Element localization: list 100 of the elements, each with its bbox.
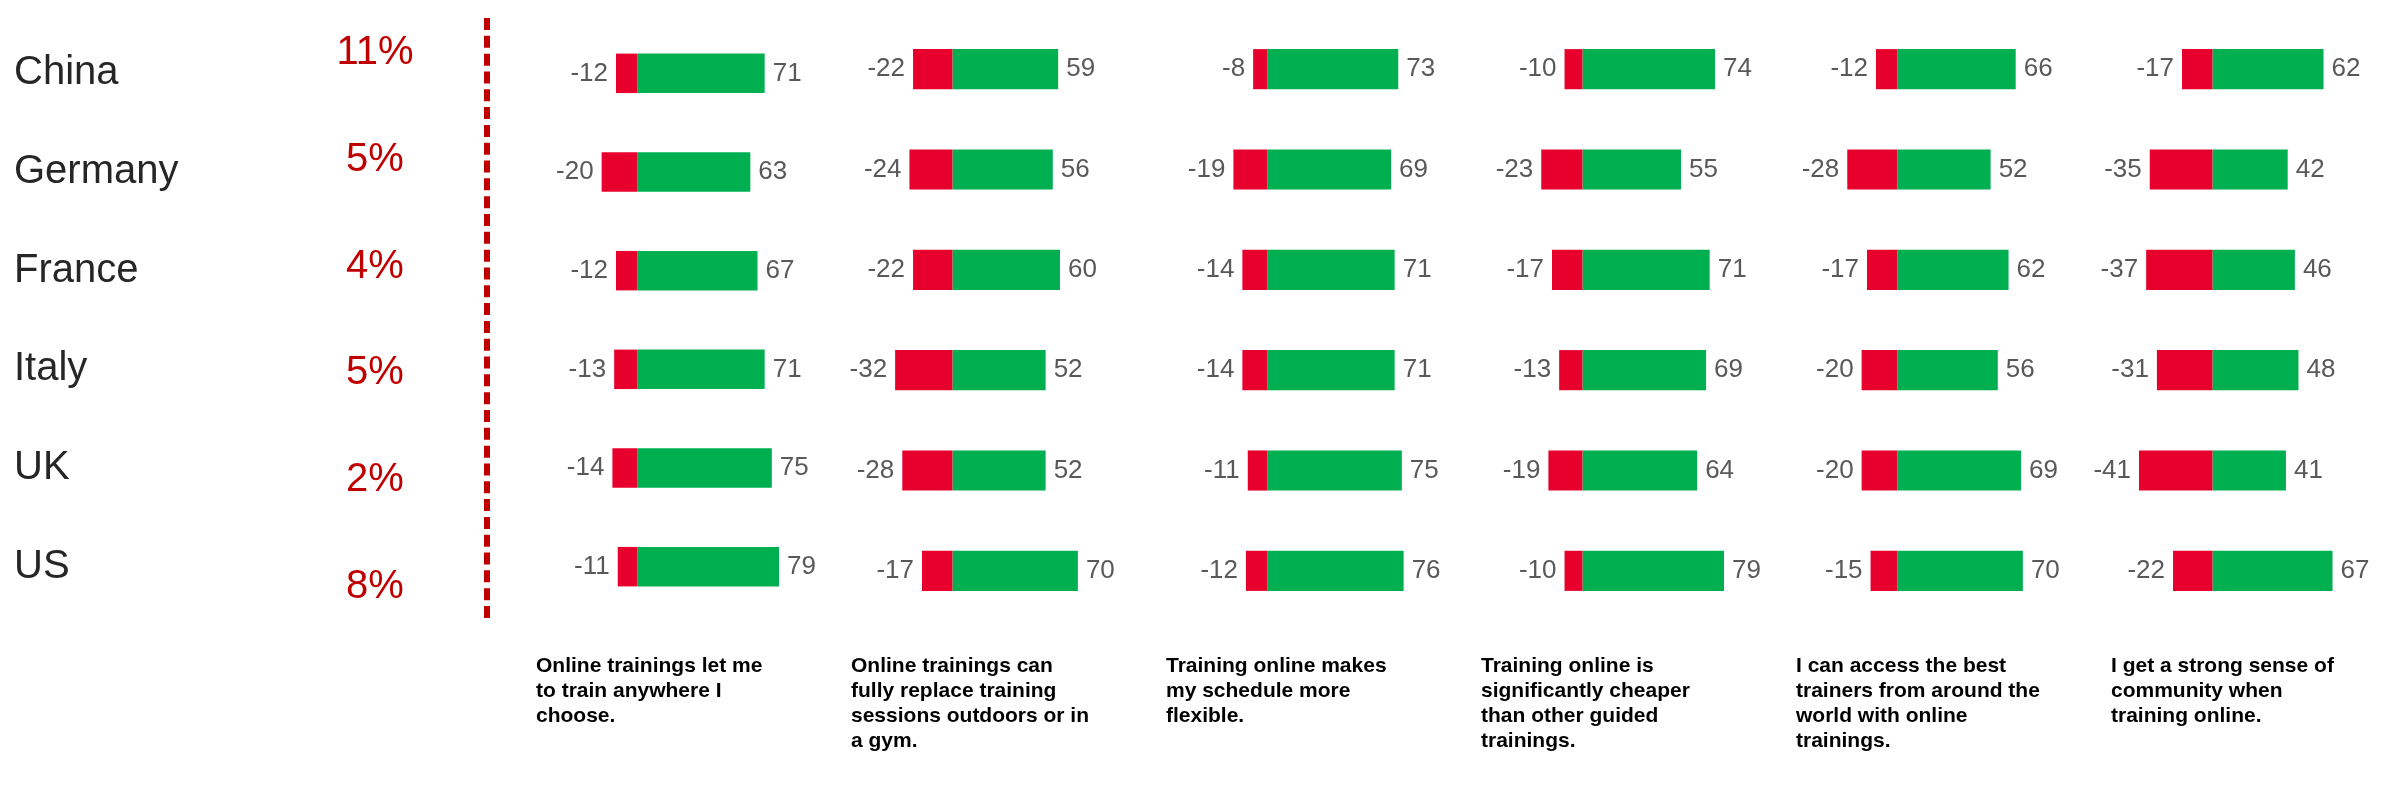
bar [1559, 350, 1583, 391]
text: Online trainings let me to train anywhere I choose. [536, 652, 764, 727]
bar [952, 49, 1059, 90]
data-label: -35 [2104, 152, 2142, 183]
bar [952, 450, 1046, 491]
data-label: 70 [2030, 554, 2060, 585]
data-label: -17 [2136, 52, 2174, 83]
bar [2146, 249, 2213, 290]
data-label: 69 [1714, 353, 1744, 384]
data-label: -11 [1204, 453, 1240, 484]
data-label: 71 [1402, 353, 1432, 384]
data-label: 60 [1067, 253, 1097, 284]
data-label: 59 [1066, 52, 1096, 83]
y-tick-label: US [14, 541, 70, 586]
bar [637, 152, 751, 192]
bar [1267, 350, 1395, 391]
bar [615, 250, 638, 291]
bar [913, 249, 953, 290]
data-label: -14 [1196, 353, 1235, 384]
bar [1582, 149, 1681, 190]
bar [1582, 350, 1707, 391]
data-label: 75 [1409, 453, 1439, 484]
bar [1552, 249, 1583, 290]
data-label: 42 [2295, 152, 2325, 183]
bar [952, 550, 1078, 591]
data-label: 71 [772, 352, 802, 383]
data-label: 62 [2016, 253, 2046, 284]
data-label: -15 [1825, 554, 1863, 585]
bar [1267, 49, 1399, 90]
bar [637, 53, 765, 94]
bar [909, 149, 953, 190]
data-label: -10 [1518, 554, 1557, 585]
data-label: 73 [1406, 52, 1436, 83]
data-label: 41 [2293, 453, 2323, 484]
data-label: -12 [1200, 554, 1238, 585]
bar [1582, 450, 1698, 491]
bar [637, 250, 758, 291]
bar [895, 350, 953, 391]
data-label: 69 [1399, 152, 1429, 183]
data-label: -41 [2093, 453, 2131, 484]
text: Training online makes my schedule more flexible. [1166, 652, 1388, 727]
text: I can access the best trainers from around the world with online trainings. [1796, 652, 2041, 752]
data-label: 52 [1053, 453, 1083, 484]
bar [1245, 550, 1268, 591]
y-tick-label: China [14, 48, 120, 93]
data-label: 70 [1085, 554, 1115, 585]
data-label: -17 [1506, 253, 1544, 284]
bar [1233, 149, 1268, 190]
bar [1267, 550, 1404, 591]
bar [2156, 350, 2213, 391]
bar [637, 349, 765, 390]
bar [913, 49, 953, 90]
data-label: 56 [2005, 353, 2035, 384]
data-label: 71 [1402, 253, 1432, 284]
data-label: -12 [1830, 52, 1868, 83]
data-label: 67 [765, 253, 795, 284]
data-label: -13 [1513, 353, 1552, 384]
text: 4% [346, 241, 404, 286]
data-label: -37 [2100, 253, 2139, 284]
data-label: -22 [867, 253, 906, 284]
y-tick-label: UK [14, 443, 70, 488]
data-label: 71 [772, 56, 802, 87]
data-label: 48 [2306, 353, 2336, 384]
bar [1861, 450, 1898, 491]
bar [1253, 49, 1268, 90]
bar [1870, 550, 1898, 591]
data-label: -10 [1518, 52, 1557, 83]
text: Training online is significantly cheaper than other guided trainings. [1481, 652, 1691, 752]
data-label: 67 [2340, 554, 2370, 585]
bar [922, 550, 953, 591]
bar [615, 53, 638, 94]
data-label: 62 [2331, 52, 2361, 83]
bar [2149, 149, 2213, 190]
bar [637, 448, 772, 488]
data-label: 56 [1060, 152, 1090, 183]
bar [952, 249, 1060, 290]
data-label: 75 [779, 451, 809, 482]
data-label: -31 [2111, 353, 2149, 384]
bar [617, 546, 638, 587]
data-label: 64 [1705, 453, 1735, 484]
bar [2212, 450, 2286, 491]
data-label: -14 [1196, 253, 1235, 284]
data-label: 46 [2302, 253, 2332, 284]
data-label: -12 [570, 253, 608, 284]
bar [1582, 249, 1710, 290]
bar [614, 349, 638, 390]
bar [637, 546, 779, 587]
text: I get a strong sense of community when training online. [2111, 652, 2335, 727]
bar [1242, 350, 1268, 391]
text: 2% [346, 455, 404, 499]
data-label: 52 [1998, 152, 2028, 183]
bar [1564, 550, 1583, 591]
data-label: -28 [1801, 152, 1840, 183]
bar [2173, 550, 2213, 591]
bar [1267, 450, 1402, 491]
bar [1267, 149, 1392, 190]
data-label: 74 [1723, 52, 1752, 83]
y-tick-label: France [14, 245, 139, 290]
bar [1897, 450, 2022, 491]
bar [1564, 49, 1583, 90]
